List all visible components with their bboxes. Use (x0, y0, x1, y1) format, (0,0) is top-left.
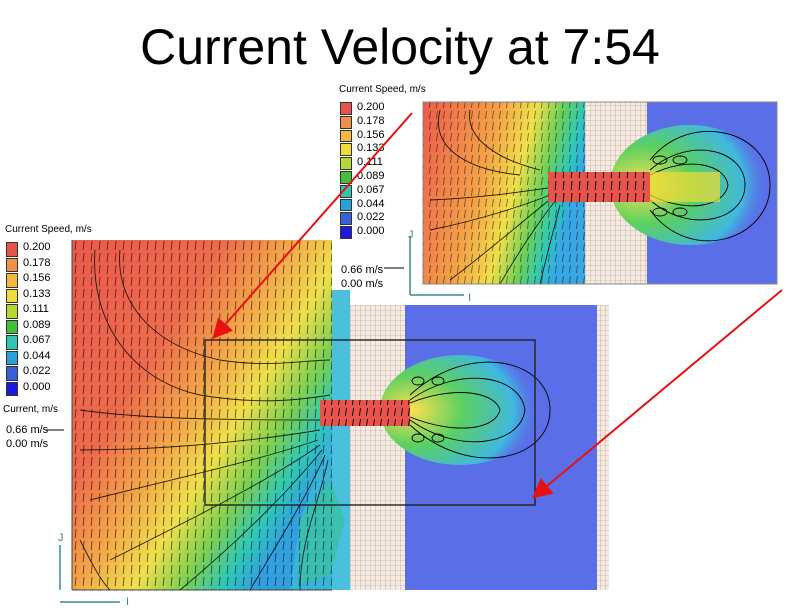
main-legend-swatch (6, 257, 18, 272)
main-legend-swatch (6, 350, 18, 365)
inset-plot (384, 98, 782, 296)
main-legend-label: 0.067 (23, 334, 51, 346)
main-legend-swatch (6, 242, 18, 257)
main-legend-label: 0.111 (23, 303, 49, 315)
inset-legend-label: 0.111 (357, 156, 383, 169)
inset-contours (429, 109, 561, 285)
inset-legend-swatch (340, 212, 352, 226)
main-contours (79, 249, 331, 591)
main-legend-label: 0.200 (23, 241, 51, 253)
inset-legend-label: 0.089 (357, 170, 385, 182)
inset-vector-max-label: 0.66 m/s (341, 264, 384, 276)
main-grid-region (350, 305, 405, 590)
main-legend-label: 0.133 (23, 287, 51, 300)
inset-legend-swatch (340, 102, 352, 115)
main-plot (46, 240, 609, 603)
main-axis-i-label: I (126, 596, 130, 608)
main-legend-swatch (6, 288, 18, 303)
inset-legend-swatch (340, 115, 352, 129)
main-vector-max-label: 0.66 m/s (6, 424, 49, 436)
main-legend-label: 0.089 (23, 318, 51, 331)
inset-axis-i-label: I (468, 292, 472, 304)
inset-legend-label: 0.067 (357, 183, 385, 196)
inset-legend-label: 0.000 (357, 225, 385, 238)
main-speed-legend: 0.200 0.178 0.156 0.133 0.111 0.089 0.067 0.044… (6, 241, 66, 402)
inset-legend-swatch (340, 171, 352, 184)
main-legend-label: 0.156 (23, 272, 51, 284)
inset-legend-swatch (340, 143, 352, 157)
inset-legend-label: 0.156 (357, 128, 385, 141)
inset-legend-swatch (340, 226, 352, 239)
inset-axis-j-label: J (408, 229, 414, 241)
inset-legend-swatch (340, 157, 352, 170)
main-legend-swatch (6, 304, 18, 319)
inset-legend-label: 0.200 (357, 101, 385, 113)
inset-legend-label: 0.022 (357, 211, 385, 224)
main-legend-swatch (6, 335, 18, 350)
inset-legend-label: 0.044 (357, 197, 385, 210)
main-vector-legend-title: Current, m/s (3, 404, 59, 415)
main-axis-j-label: J (58, 532, 64, 544)
main-channel-vectors (320, 400, 410, 426)
main-velocity-vectors (72, 240, 332, 590)
inset-vector-min-label: 0.00 m/s (341, 278, 384, 290)
main-legend-swatch (6, 273, 18, 288)
zoom-arrow-top (212, 112, 413, 339)
main-legend-swatch (6, 366, 18, 381)
main-vector-min-label: 0.00 m/s (6, 438, 49, 450)
slide-title: Current Velocity at 7:54 (140, 19, 660, 75)
main-legend-swatch (6, 319, 18, 334)
inset-legend-label: 0.178 (357, 114, 385, 127)
main-legend-label: 0.000 (23, 380, 51, 393)
main-legend-label: 0.178 (23, 256, 51, 269)
inset-legend-swatch (340, 184, 352, 198)
inset-legend-swatch (340, 129, 352, 143)
inset-channel-vectors (548, 172, 650, 202)
main-jet-contours (409, 361, 551, 459)
inset-speed-legend-title: Current Speed, m/s (339, 84, 426, 95)
main-speed-legend-title: Current Speed, m/s (5, 224, 92, 235)
main-legend-label: 0.022 (23, 365, 51, 377)
inset-jet-contours (649, 130, 771, 242)
zoom-box (204, 339, 536, 506)
inset-legend-swatch (340, 198, 352, 212)
zoom-arrow-bottom (531, 289, 783, 499)
main-legend-swatch (6, 381, 18, 396)
main-right-grid (597, 305, 609, 590)
main-legend-label: 0.044 (23, 349, 51, 362)
